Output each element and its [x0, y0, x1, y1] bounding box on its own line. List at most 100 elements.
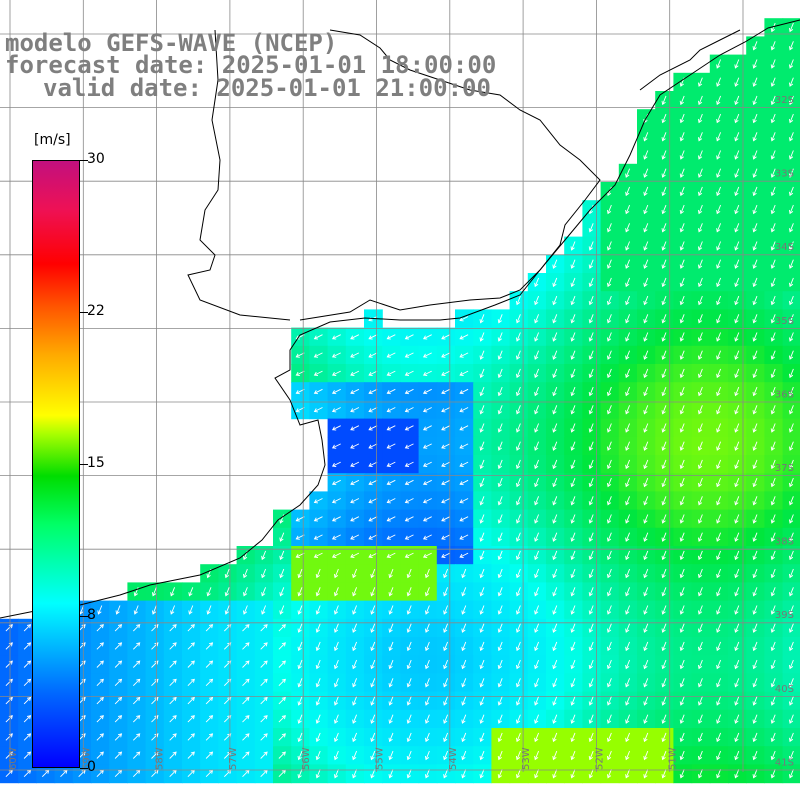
coastline	[0, 19, 800, 619]
wind-arrow	[716, 714, 722, 724]
wind-arrow	[716, 386, 722, 397]
wind-arrow	[132, 624, 141, 632]
wind-arrow	[588, 587, 594, 597]
wind-arrow	[368, 388, 378, 395]
wind-arrow	[679, 277, 685, 288]
lon-label: 60W	[8, 747, 19, 770]
wind-arrow	[788, 241, 794, 251]
wind-arrow	[788, 113, 794, 124]
wind-arrow	[752, 295, 758, 306]
wind-arrow	[534, 714, 540, 724]
wind-arrow	[242, 605, 248, 615]
wind-arrow	[679, 514, 685, 524]
wind-arrow	[459, 443, 469, 449]
wind-arrow	[406, 605, 412, 615]
wind-arrow	[679, 459, 685, 470]
wind-arrow	[788, 204, 794, 215]
wind-arrow	[534, 732, 540, 743]
wind-arrow	[278, 660, 286, 668]
wind-arrow	[697, 605, 703, 615]
wind-arrow	[313, 407, 323, 413]
wind-arrow	[315, 641, 321, 652]
wind-arrow	[606, 332, 612, 342]
wind-arrow	[459, 479, 469, 486]
wind-arrow	[788, 59, 794, 69]
wind-arrow	[315, 714, 321, 724]
wind-arrow	[625, 368, 631, 379]
wind-arrow	[734, 168, 740, 178]
wind-arrow	[770, 314, 776, 324]
wind-arrow	[187, 678, 195, 687]
wind-arrow	[278, 696, 286, 705]
wind-arrow	[169, 751, 177, 759]
wind-arrow	[404, 461, 414, 467]
wind-arrow	[752, 204, 758, 215]
wind-arrow	[331, 407, 341, 413]
wind-arrow	[169, 696, 177, 705]
wind-arrow	[625, 678, 631, 688]
wind-arrow	[443, 659, 449, 670]
wind-arrow	[242, 696, 250, 705]
wind-arrow	[679, 623, 685, 633]
wind-arrow	[606, 568, 612, 579]
lon-label: 58W	[155, 747, 166, 770]
lat-label: 41S	[775, 757, 794, 768]
wind-arrow	[588, 623, 594, 633]
wind-arrow	[169, 715, 177, 723]
wind-arrow	[552, 732, 558, 743]
wind-arrow	[734, 150, 740, 160]
wind-arrow	[734, 386, 740, 397]
wind-arrow	[588, 750, 594, 761]
wind-arrow	[606, 496, 612, 506]
wind-arrow	[443, 750, 449, 761]
wind-arrow	[661, 696, 667, 706]
colorbar-tick-label: 0	[87, 759, 96, 775]
wind-arrow	[734, 223, 740, 233]
wind-arrow	[424, 659, 430, 670]
wind-arrow	[443, 587, 449, 597]
wind-arrow	[97, 605, 103, 615]
wind-arrow	[96, 751, 104, 759]
wind-arrow	[788, 769, 794, 779]
wind-arrow	[461, 750, 467, 761]
wind-arrow	[315, 696, 321, 706]
wind-arrow	[734, 659, 740, 670]
wind-arrow	[406, 659, 412, 670]
wind-arrow	[606, 223, 612, 233]
wind-arrow	[679, 568, 685, 579]
wind-arrow	[625, 659, 631, 670]
wind-arrow	[205, 696, 214, 705]
wind-arrow	[552, 696, 558, 706]
wind-arrow	[424, 714, 430, 724]
wind-arrow	[661, 732, 667, 743]
wind-arrow	[515, 659, 521, 670]
wind-arrow	[96, 733, 104, 741]
wind-arrow	[187, 733, 195, 741]
wind-arrow	[661, 132, 667, 142]
wind-arrow	[497, 386, 503, 397]
wind-arrow	[497, 714, 503, 724]
wind-arrow	[661, 186, 667, 197]
wind-arrow	[552, 423, 558, 433]
wind-arrow	[479, 532, 485, 542]
wind-arrow	[333, 623, 339, 633]
wind-arrow	[461, 659, 467, 670]
wind-arrow	[697, 587, 703, 597]
wind-arrow	[661, 459, 667, 470]
wind-arrow	[479, 314, 485, 324]
wind-arrow	[697, 350, 703, 360]
wind-arrow	[461, 641, 467, 652]
wind-arrow	[552, 678, 558, 688]
wind-arrow	[788, 423, 794, 433]
wind-arrow	[661, 659, 667, 670]
wind-arrow	[697, 750, 703, 761]
wind-arrow	[515, 532, 521, 542]
wind-arrow	[497, 532, 503, 542]
wind-arrow	[404, 407, 414, 413]
wind-arrow	[788, 41, 794, 51]
wind-arrow	[404, 479, 414, 486]
wind-arrow	[534, 550, 540, 561]
wind-arrow	[441, 516, 451, 522]
wind-arrow	[734, 204, 740, 215]
